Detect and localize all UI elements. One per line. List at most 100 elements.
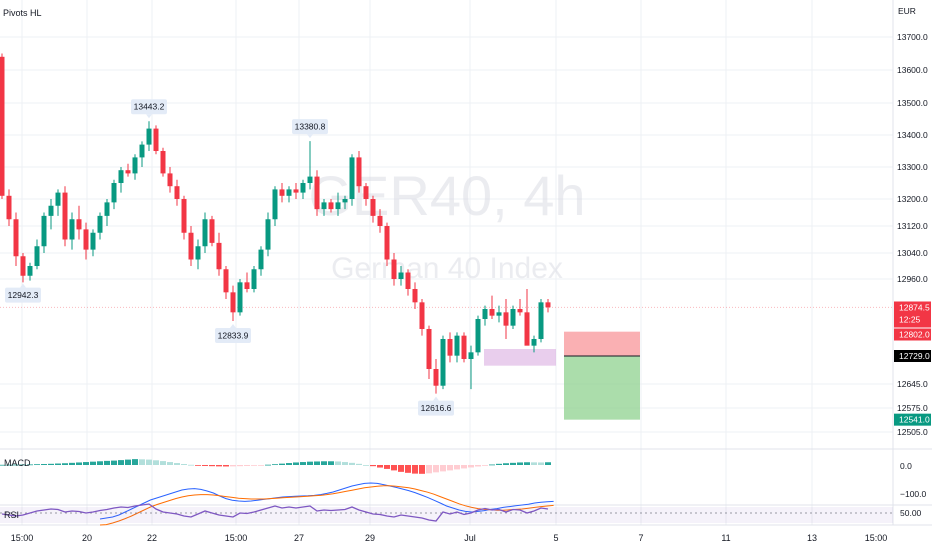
- candle-body: [188, 232, 194, 260]
- candle-body: [146, 128, 152, 145]
- currency-label: EUR: [898, 6, 916, 16]
- macd-signal-line: [99, 485, 554, 526]
- pivot-pointer: [20, 283, 26, 288]
- candle-body: [328, 202, 334, 210]
- macd-histogram-bar: [265, 464, 271, 466]
- macd-pane: [0, 459, 554, 526]
- pivot-box: [5, 287, 41, 303]
- macd-histogram-bar: [153, 460, 159, 465]
- macd-histogram-bar: [146, 459, 152, 465]
- watermark-symbol: GER40, 4h: [308, 164, 585, 227]
- macd-histogram-bar: [335, 461, 341, 465]
- macd-histogram-bar: [482, 465, 488, 466]
- pivot-box: [215, 328, 251, 343]
- macd-histogram-bar: [188, 464, 194, 466]
- macd-histogram-bar: [20, 464, 26, 466]
- candle-body: [279, 189, 285, 196]
- candle-body: [510, 309, 516, 326]
- macd-histogram-bar: [405, 465, 411, 473]
- candle-body: [517, 309, 523, 313]
- macd-histogram-bar: [433, 465, 439, 473]
- macd-histogram-bar: [300, 462, 306, 465]
- candle-body: [447, 339, 453, 356]
- price-tag: [894, 328, 931, 341]
- candle-body: [76, 219, 82, 230]
- macd-histogram-bar: [104, 460, 110, 465]
- macd-histogram-bar: [90, 461, 96, 465]
- macd-histogram-bar: [503, 463, 509, 465]
- candle-body: [489, 309, 495, 316]
- candle-body: [132, 157, 138, 174]
- macd-histogram-bar: [496, 463, 502, 465]
- macd-histogram-bar: [307, 461, 313, 465]
- candle-body: [405, 272, 411, 289]
- macd-histogram-bar: [0, 464, 5, 466]
- candle-body: [13, 219, 19, 257]
- macd-histogram-bar: [13, 464, 19, 466]
- macd-histogram-bar: [419, 465, 425, 474]
- take-profit-zone[interactable]: [564, 356, 640, 420]
- price-tag: [894, 301, 931, 328]
- price-axis: 13700.0 13600.0 13500.0 13400.0 13300.0 13200…: [897, 32, 928, 437]
- candle-body: [223, 269, 229, 293]
- candle-body: [293, 189, 299, 193]
- time-tick-label: 29: [365, 533, 375, 543]
- macd-histogram-bar: [132, 459, 138, 465]
- candle-body: [419, 302, 425, 329]
- rsi-line: [1, 503, 549, 522]
- rsi-mid-tick: 50.00: [900, 508, 922, 518]
- candle-body: [216, 242, 222, 270]
- macd-histogram-bar: [370, 465, 376, 467]
- candle-body: [202, 219, 208, 247]
- price-tick-label: 13500.0: [897, 98, 928, 108]
- time-tick-label: 15:00: [225, 533, 248, 543]
- price-tick-label: 13700.0: [897, 32, 928, 42]
- macd-histogram-bar: [76, 462, 82, 465]
- pivot-pointer: [307, 134, 313, 139]
- macd-histogram-bar: [531, 462, 537, 465]
- pivot-box: [131, 99, 167, 115]
- candle-body: [48, 205, 54, 216]
- candle-body: [265, 219, 271, 250]
- macd-histogram-bar: [139, 459, 145, 465]
- macd-histogram-bar: [41, 464, 47, 465]
- candle-body: [503, 312, 509, 326]
- candle-body: [181, 199, 187, 233]
- pivot-box: [418, 400, 454, 416]
- candle-body: [314, 176, 320, 210]
- time-axis: 15:00 20 22 15:00 27 29 Jul 5 7 11 13 15:00: [11, 533, 888, 543]
- candle-body: [90, 232, 96, 250]
- time-tick-label: 7: [638, 533, 643, 543]
- pivot-labels: 12942.3 13443.2 12833.9 13380.8 12616.6: [5, 99, 454, 416]
- candle-body: [167, 173, 173, 187]
- macd-histogram-bar: [62, 463, 68, 465]
- pivot-label: 12833.9: [218, 331, 249, 341]
- macd-histogram-bar: [174, 463, 180, 465]
- macd-histogram-bar: [377, 465, 383, 468]
- pivot-pointer: [146, 114, 152, 119]
- candle-body: [426, 329, 432, 369]
- macd-histogram-bar: [356, 463, 362, 465]
- candle-body: [398, 272, 404, 279]
- macd-histogram-bar: [258, 465, 264, 466]
- candle-body: [272, 189, 278, 220]
- candle-body: [300, 183, 306, 193]
- stop-loss-zone[interactable]: [564, 331, 640, 356]
- macd-histogram-bar: [412, 465, 418, 474]
- candle-body: [391, 259, 397, 279]
- price-tick-label: 12505.0: [897, 427, 928, 437]
- candle-body: [83, 229, 89, 250]
- candle-body: [412, 289, 418, 303]
- candle-body: [195, 246, 201, 260]
- pivot-box: [292, 119, 328, 135]
- macd-zero-tick: 0.0: [900, 461, 912, 471]
- macd-histogram-bar: [34, 464, 40, 466]
- candle-body: [321, 202, 327, 210]
- candle-body: [41, 215, 47, 247]
- candle-body: [6, 195, 12, 220]
- price-tag-label: 12874.5: [899, 303, 930, 313]
- candle-body: [468, 352, 474, 359]
- macd-histogram-bar: [517, 462, 523, 465]
- time-tick-label: 11: [721, 533, 730, 543]
- macd-histogram-bar: [237, 465, 243, 467]
